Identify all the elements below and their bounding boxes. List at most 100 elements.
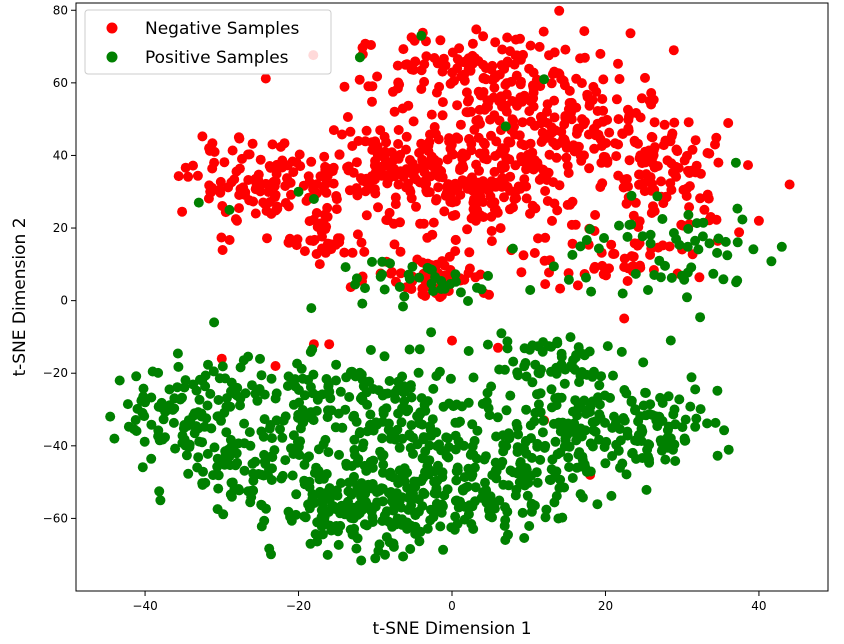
positive-sample-point xyxy=(351,502,362,513)
negative-sample-point xyxy=(542,99,553,110)
positive-sample-point xyxy=(551,466,562,477)
negative-sample-point xyxy=(695,168,706,179)
negative-sample-point xyxy=(333,233,343,244)
negative-sample-point xyxy=(613,114,624,125)
negative-sample-point xyxy=(282,160,293,171)
negative-sample-point xyxy=(471,24,482,35)
negative-sample-point xyxy=(671,144,682,155)
positive-sample-point xyxy=(217,361,228,372)
positive-sample-point xyxy=(212,453,223,464)
positive-sample-point xyxy=(294,450,305,460)
y-tick-label: 40 xyxy=(53,148,68,162)
positive-sample-point xyxy=(635,411,646,422)
positive-sample-point xyxy=(414,536,425,547)
positive-sample-point xyxy=(286,443,296,454)
positive-sample-point xyxy=(139,436,150,447)
negative-sample-point xyxy=(640,72,650,83)
positive-sample-point xyxy=(320,434,331,445)
positive-sample-point xyxy=(669,439,680,450)
negative-sample-point xyxy=(753,215,764,226)
positive-sample-point xyxy=(522,490,533,501)
positive-sample-point xyxy=(300,408,310,419)
positive-sample-point xyxy=(308,194,319,204)
positive-sample-point xyxy=(592,499,603,510)
positive-sample-point xyxy=(235,362,246,373)
negative-sample-point xyxy=(634,169,644,180)
positive-sample-point xyxy=(622,231,633,242)
x-tick-label: 40 xyxy=(751,599,766,613)
negative-sample-point xyxy=(452,100,463,111)
positive-sample-point xyxy=(221,427,232,438)
negative-sample-point xyxy=(486,211,497,222)
positive-sample-point xyxy=(511,484,522,495)
positive-sample-point xyxy=(239,418,250,429)
positive-sample-point xyxy=(331,359,342,370)
negative-sample-point xyxy=(597,94,608,104)
negative-sample-point xyxy=(567,238,578,249)
positive-sample-point xyxy=(192,462,203,473)
positive-sample-point xyxy=(619,415,630,426)
positive-sample-point xyxy=(732,275,743,286)
positive-sample-point xyxy=(392,424,403,435)
negative-sample-point xyxy=(496,163,507,174)
positive-sample-point xyxy=(540,440,551,451)
positive-sample-point xyxy=(457,484,468,495)
negative-sample-point xyxy=(288,167,299,178)
positive-sample-point xyxy=(548,418,559,429)
positive-sample-point xyxy=(398,551,409,562)
negative-sample-point xyxy=(527,200,538,211)
positive-sample-point xyxy=(305,538,316,549)
negative-sample-point xyxy=(416,65,427,76)
positive-sample-point xyxy=(365,345,376,355)
negative-sample-point xyxy=(499,63,510,74)
positive-sample-point xyxy=(702,418,713,429)
positive-sample-point xyxy=(577,451,588,462)
negative-sample-point xyxy=(491,136,502,147)
negative-sample-point xyxy=(231,166,242,177)
negative-sample-point xyxy=(466,145,477,156)
negative-sample-point xyxy=(406,193,417,204)
positive-sample-point xyxy=(637,231,648,242)
negative-sample-point xyxy=(456,71,467,82)
positive-sample-point xyxy=(403,404,414,415)
negative-sample-point xyxy=(359,246,370,257)
positive-sample-point xyxy=(378,450,389,460)
positive-sample-point xyxy=(712,385,723,396)
negative-sample-point xyxy=(550,125,561,136)
negative-sample-point xyxy=(511,70,522,81)
x-axis-ticks: −40 −20 0 20 40 xyxy=(132,591,767,613)
positive-sample-point xyxy=(690,235,701,246)
positive-sample-point xyxy=(491,473,502,484)
x-tick-label: −20 xyxy=(286,599,311,613)
positive-sample-point xyxy=(438,544,449,555)
negative-sample-point xyxy=(373,202,383,213)
positive-sample-point xyxy=(109,433,120,444)
positive-sample-point xyxy=(537,427,548,438)
positive-sample-point xyxy=(599,442,610,452)
negative-sample-point xyxy=(551,152,562,163)
negative-sample-point xyxy=(455,119,466,130)
negative-sample-point xyxy=(209,157,220,168)
positive-sample-point xyxy=(373,385,384,396)
positive-sample-point xyxy=(321,469,332,479)
negative-sample-point xyxy=(322,163,333,174)
positive-sample-point xyxy=(383,418,394,429)
positive-sample-point xyxy=(554,483,565,493)
negative-sample-point xyxy=(406,32,417,43)
negative-sample-point xyxy=(447,335,457,346)
negative-sample-point xyxy=(590,210,601,220)
negative-sample-point xyxy=(403,100,414,111)
negative-sample-point xyxy=(702,148,713,158)
positive-sample-point xyxy=(335,478,346,489)
negative-sample-point xyxy=(233,132,244,143)
positive-sample-point xyxy=(377,256,388,267)
negative-sample-point xyxy=(433,182,444,193)
positive-sample-point xyxy=(183,417,194,427)
negative-sample-point xyxy=(279,138,290,149)
x-tick-label: −40 xyxy=(132,599,157,613)
negative-sample-point xyxy=(505,204,515,215)
positive-sample-point xyxy=(397,371,408,382)
positive-sample-point xyxy=(299,390,310,401)
positive-sample-point xyxy=(317,529,328,540)
positive-sample-point xyxy=(156,397,167,408)
